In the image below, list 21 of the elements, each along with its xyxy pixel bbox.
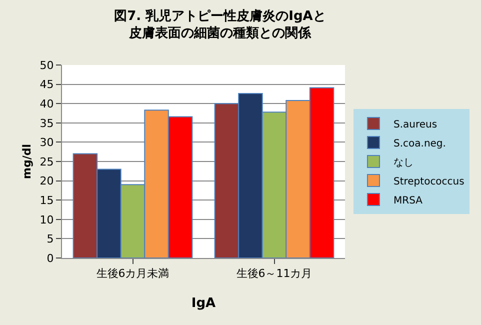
chart-title: 図7. 乳児アトピー性皮膚炎のIgAと皮膚表面の細菌の種類との関係 <box>113 8 327 42</box>
x-axis-title: IgA <box>191 296 216 311</box>
legend-label: S.aureus <box>393 119 438 130</box>
y-tick-label: 0 <box>46 252 54 265</box>
x-tick-label: 生後6カ月未満 <box>96 267 170 280</box>
y-tick-label: 30 <box>40 136 54 150</box>
y-tick-label: 45 <box>40 78 54 92</box>
y-tick-label: 35 <box>40 116 54 130</box>
legend-label: Streptococcus <box>393 176 464 188</box>
y-tick-label: 15 <box>40 194 54 207</box>
y-tick-label: 25 <box>40 155 54 168</box>
y-tick-label: 10 <box>40 213 54 226</box>
y-axis-title: mg/dl <box>20 144 34 179</box>
x-tick-label: 生後6～11カ月 <box>236 267 312 280</box>
legend-label: なし <box>393 157 414 168</box>
y-tick-label: 40 <box>40 97 54 110</box>
y-tick-label: 50 <box>40 58 54 72</box>
y-tick-label: 5 <box>46 232 54 246</box>
legend-label: S.coa.neg. <box>393 138 446 150</box>
legend-label: MRSA <box>393 195 423 206</box>
y-tick-label: 20 <box>40 174 54 188</box>
